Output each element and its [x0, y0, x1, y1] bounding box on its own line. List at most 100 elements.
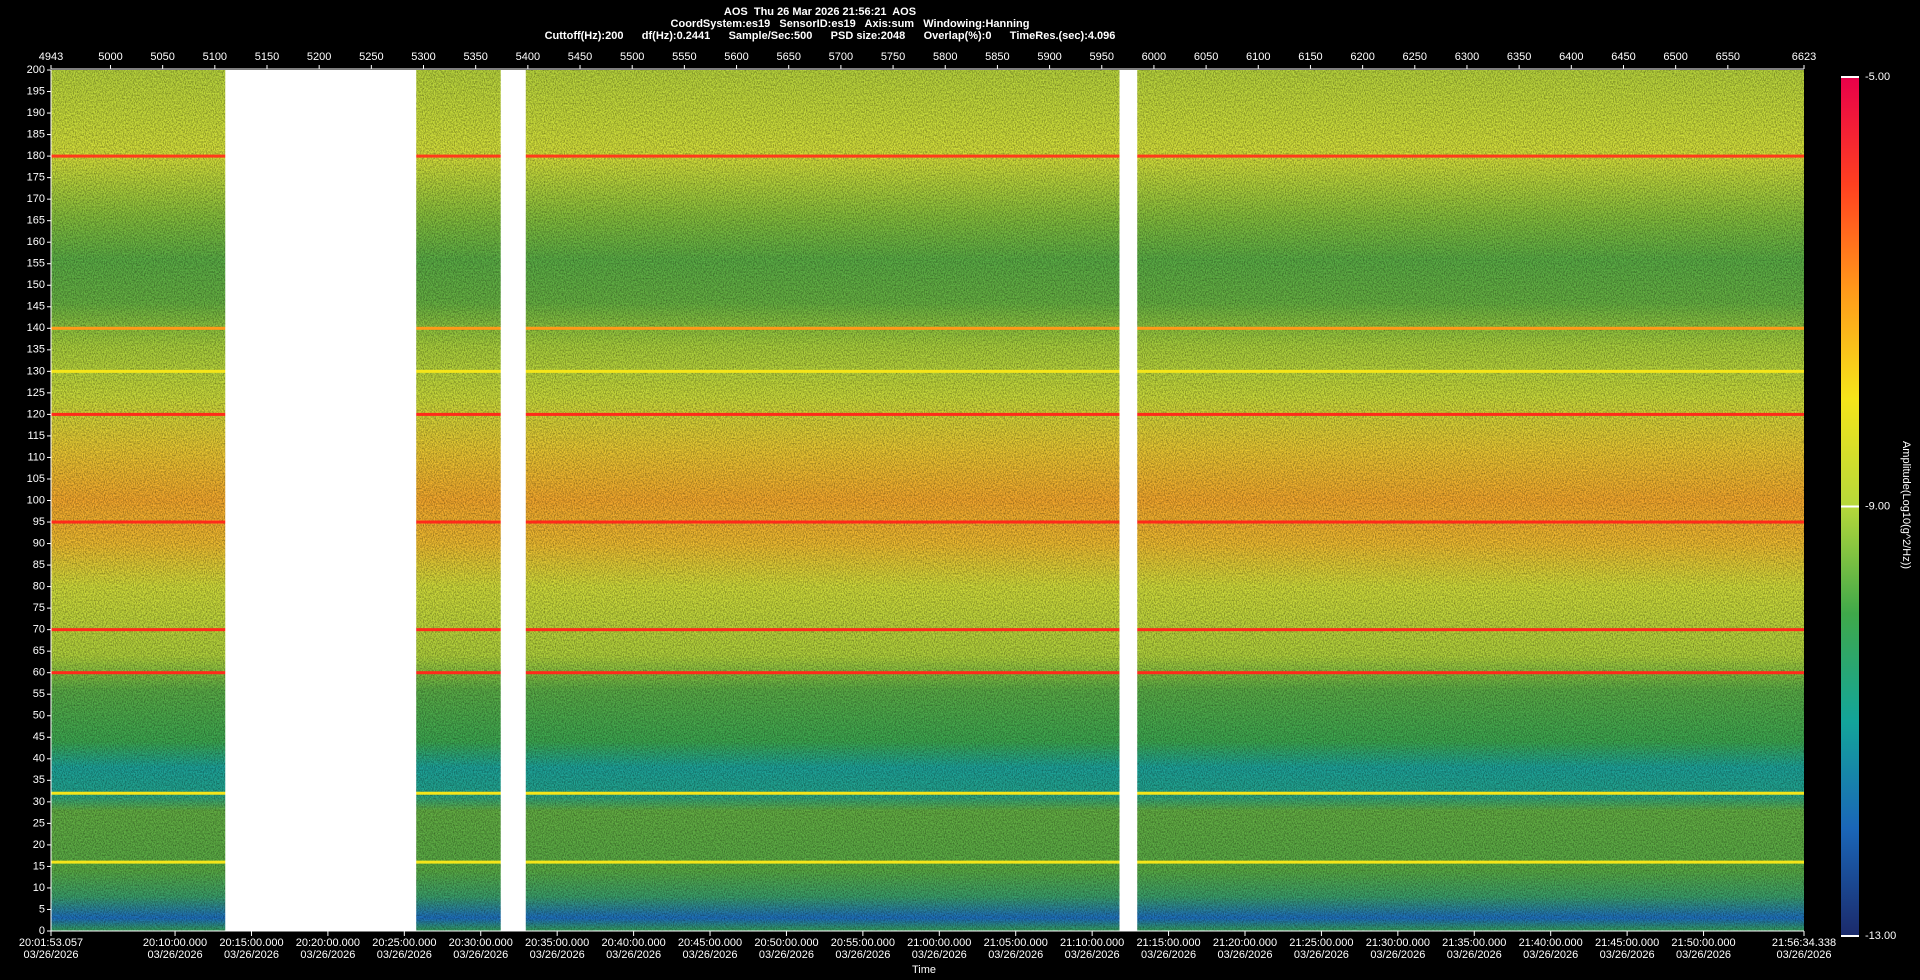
time-tick-label: 20:15:00.000	[219, 937, 283, 949]
time-tick-label: 20:20:00.000	[296, 937, 360, 949]
date-tick-label: 03/26/2026	[377, 949, 432, 961]
y-tick-label: 15	[33, 860, 45, 872]
y-tick-label: 105	[27, 473, 45, 485]
x-tick-label: 6623	[1792, 51, 1816, 63]
date-tick-label: 03/26/2026	[23, 949, 78, 961]
date-tick-label: 03/26/2026	[759, 949, 814, 961]
time-tick-label: 20:25:00.000	[372, 937, 436, 949]
x-axis-label: Time	[912, 964, 936, 976]
x-tick-label: 5600	[724, 51, 748, 63]
y-tick-label: 165	[27, 215, 45, 227]
x-tick-label: 5750	[881, 51, 905, 63]
x-tick-label: 5350	[463, 51, 487, 63]
x-tick-label: 4943	[39, 51, 63, 63]
x-tick-label: 5500	[620, 51, 644, 63]
date-tick-label: 03/26/2026	[300, 949, 355, 961]
frequency-line	[51, 154, 1804, 158]
time-tick-label: 21:20:00.000	[1213, 937, 1277, 949]
date-tick-label: 03/26/2026	[988, 949, 1043, 961]
header-line: Cuttoff(Hz):200 df(Hz):0.2441 Sample/Sec…	[545, 30, 1116, 42]
x-tick-label: 6500	[1663, 51, 1687, 63]
date-tick-label: 03/26/2026	[912, 949, 967, 961]
frequency-line	[51, 860, 1804, 864]
x-tick-label: 6150	[1298, 51, 1322, 63]
date-tick-label: 03/26/2026	[1294, 949, 1349, 961]
time-tick-label: 21:35:00.000	[1442, 937, 1506, 949]
x-tick-label: 5650	[776, 51, 800, 63]
x-tick-label: 5250	[359, 51, 383, 63]
x-tick-label: 6350	[1507, 51, 1531, 63]
y-tick-label: 150	[27, 279, 45, 291]
frequency-line	[51, 520, 1804, 524]
date-tick-label: 03/26/2026	[1600, 949, 1655, 961]
date-tick-label: 03/26/2026	[453, 949, 508, 961]
time-tick-label: 21:10:00.000	[1060, 937, 1124, 949]
date-tick-label: 03/26/2026	[1776, 949, 1831, 961]
x-tick-label: 5050	[150, 51, 174, 63]
y-tick-label: 5	[39, 903, 45, 915]
colorbar-label: Amplitude(Log10(g^2/Hz))	[1900, 441, 1912, 569]
header-line: CoordSystem:es19 SensorID:es19 Axis:sum …	[671, 18, 1030, 30]
x-tick-label: 5700	[829, 51, 853, 63]
header-line: AOS Thu 26 Mar 2026 21:56:21 AOS	[724, 6, 916, 18]
date-tick-label: 03/26/2026	[1217, 949, 1272, 961]
x-tick-label: 5550	[672, 51, 696, 63]
colorbar-tick-label: -9.00	[1865, 500, 1890, 512]
x-tick-label: 5000	[98, 51, 122, 63]
date-tick-label: 03/26/2026	[1141, 949, 1196, 961]
y-tick-label: 120	[27, 408, 45, 420]
y-tick-label: 25	[33, 817, 45, 829]
date-tick-label: 03/26/2026	[835, 949, 890, 961]
x-tick-label: 6200	[1350, 51, 1374, 63]
x-tick-label: 5200	[307, 51, 331, 63]
x-tick-label: 5150	[255, 51, 279, 63]
y-tick-label: 10	[33, 882, 45, 894]
x-tick-label: 5450	[568, 51, 592, 63]
y-tick-label: 125	[27, 387, 45, 399]
y-tick-label: 85	[33, 559, 45, 571]
x-tick-label: 6100	[1246, 51, 1270, 63]
time-tick-label: 20:50:00.000	[754, 937, 818, 949]
x-tick-label: 6400	[1559, 51, 1583, 63]
colorbar-tick-label: -13.00	[1865, 930, 1896, 942]
y-tick-label: 50	[33, 710, 45, 722]
x-tick-label: 6300	[1455, 51, 1479, 63]
y-tick-label: 140	[27, 322, 45, 334]
y-tick-label: 70	[33, 624, 45, 636]
date-tick-label: 03/26/2026	[1447, 949, 1502, 961]
x-tick-label: 5100	[203, 51, 227, 63]
date-tick-label: 03/26/2026	[606, 949, 661, 961]
frequency-line	[51, 369, 1804, 373]
date-tick-label: 03/26/2026	[1065, 949, 1120, 961]
y-tick-label: 75	[33, 602, 45, 614]
y-tick-label: 90	[33, 537, 45, 549]
y-tick-label: 110	[27, 451, 45, 463]
y-tick-label: 55	[33, 688, 45, 700]
y-tick-label: 115	[27, 430, 45, 442]
y-tick-label: 95	[33, 516, 45, 528]
y-tick-label: 45	[33, 731, 45, 743]
time-tick-label: 21:56:34.338	[1772, 937, 1836, 949]
x-tick-label: 6550	[1716, 51, 1740, 63]
y-tick-label: 100	[27, 494, 45, 506]
data-gap	[500, 70, 526, 931]
x-tick-label: 5850	[985, 51, 1009, 63]
time-tick-label: 20:01:53.057	[19, 937, 83, 949]
y-tick-label: 195	[27, 85, 45, 97]
time-tick-label: 21:15:00.000	[1136, 937, 1200, 949]
y-tick-label: 80	[33, 581, 45, 593]
frequency-line	[51, 628, 1804, 632]
x-tick-label: 6050	[1194, 51, 1218, 63]
y-tick-label: 160	[27, 236, 45, 248]
date-tick-label: 03/26/2026	[148, 949, 203, 961]
y-tick-label: 20	[33, 839, 45, 851]
time-tick-label: 21:40:00.000	[1519, 937, 1583, 949]
frequency-line	[51, 671, 1804, 675]
time-tick-label: 20:30:00.000	[449, 937, 513, 949]
time-tick-label: 21:05:00.000	[984, 937, 1048, 949]
x-tick-label: 5400	[516, 51, 540, 63]
x-tick-label: 5900	[1037, 51, 1061, 63]
date-tick-label: 03/26/2026	[1370, 949, 1425, 961]
